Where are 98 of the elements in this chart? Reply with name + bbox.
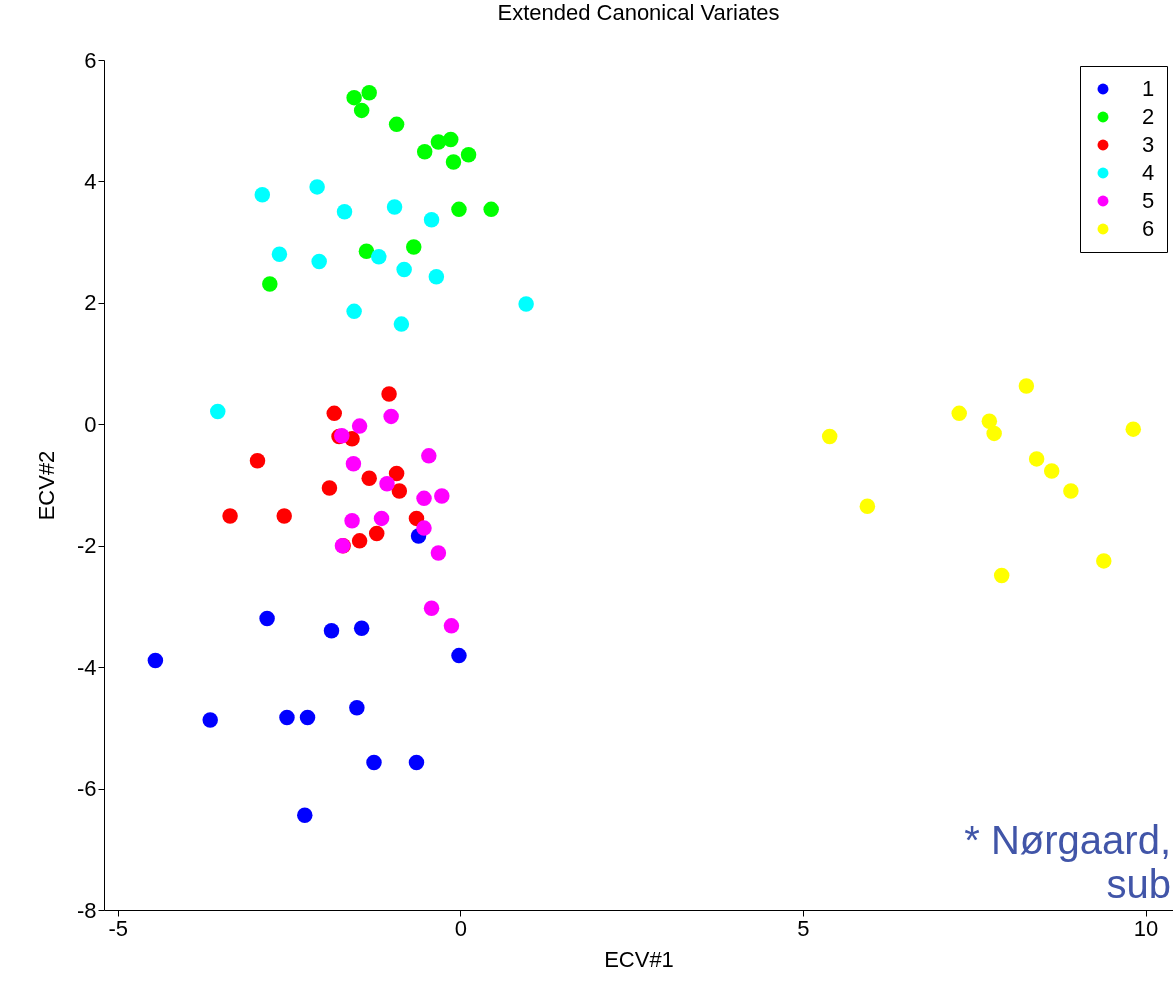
point [434,488,450,504]
y-tick-label: 4 [84,168,97,194]
y-tick-label: -2 [76,533,97,559]
annotation: * Nørgaard, [964,818,1171,862]
point [1018,378,1035,394]
legend-label: 2 [1142,104,1155,129]
legend-label: 4 [1142,160,1155,185]
point [1125,421,1141,437]
y-tick-label: -6 [76,776,97,802]
point [421,448,437,464]
legend-label: 3 [1142,132,1155,157]
point [405,239,422,255]
y-tick-label: 6 [84,47,97,73]
point [483,201,499,218]
point [353,102,370,119]
point [321,480,338,496]
point [368,525,385,542]
point [986,425,1002,442]
x-tick-label: 10 [1133,915,1159,941]
point [345,456,362,472]
point [993,567,1010,584]
annotation: sub [1106,862,1171,906]
point [428,269,445,285]
legend-label: 5 [1142,188,1155,213]
point [383,408,399,425]
legend-label: 6 [1142,216,1155,241]
point [451,201,467,218]
point [373,510,390,527]
y-axis-title: ECV#2 [33,450,59,521]
point [408,754,425,771]
point [279,709,295,726]
point [518,296,534,312]
point [442,131,459,148]
x-axis-title: ECV#1 [604,946,674,972]
point [259,610,275,627]
point [323,622,340,639]
point [423,600,440,616]
point [336,204,353,220]
point [821,428,838,445]
point [299,709,316,726]
point [951,405,967,422]
point [276,508,292,524]
point [222,508,238,524]
point [1063,483,1079,499]
point [396,261,412,278]
y-tick-label: 0 [84,411,97,437]
point [1028,451,1045,467]
point [430,545,447,561]
point [981,413,998,429]
x-tick-label: -5 [108,915,128,941]
point [388,465,405,482]
point [416,143,433,160]
point [460,146,477,163]
chart-title: Extended Canonical Variates [497,0,780,25]
point [309,179,325,195]
point [210,403,226,420]
point [249,452,266,469]
point [358,243,375,259]
point [379,476,395,492]
point [416,490,432,507]
legend-label: 1 [1142,76,1155,101]
point [451,647,467,664]
point [147,652,164,669]
point [859,498,876,514]
point [262,276,278,292]
point [371,248,387,265]
point [388,116,405,133]
point [344,513,360,529]
point [386,199,403,215]
point [1043,463,1060,479]
point [351,533,368,549]
y-tick-label: -8 [76,897,97,923]
point [326,405,342,422]
point [353,620,370,637]
point [254,187,271,203]
y-tick-label: 2 [84,290,97,316]
point [351,418,368,434]
point [393,316,410,332]
point [443,618,460,634]
y-tick-label: -4 [76,654,97,680]
point [423,211,440,228]
x-tick-label: 0 [454,915,467,941]
point [391,483,408,499]
point [271,246,288,263]
point [202,712,218,728]
point [381,386,397,402]
point [346,303,362,320]
point [361,85,377,101]
x-tick-label: 5 [797,915,810,941]
point [366,754,382,771]
point [416,520,432,536]
point [361,470,377,487]
point [297,807,313,824]
point [346,89,362,106]
point [1096,553,1112,569]
point [349,700,365,716]
point [311,253,327,270]
point [445,154,462,170]
